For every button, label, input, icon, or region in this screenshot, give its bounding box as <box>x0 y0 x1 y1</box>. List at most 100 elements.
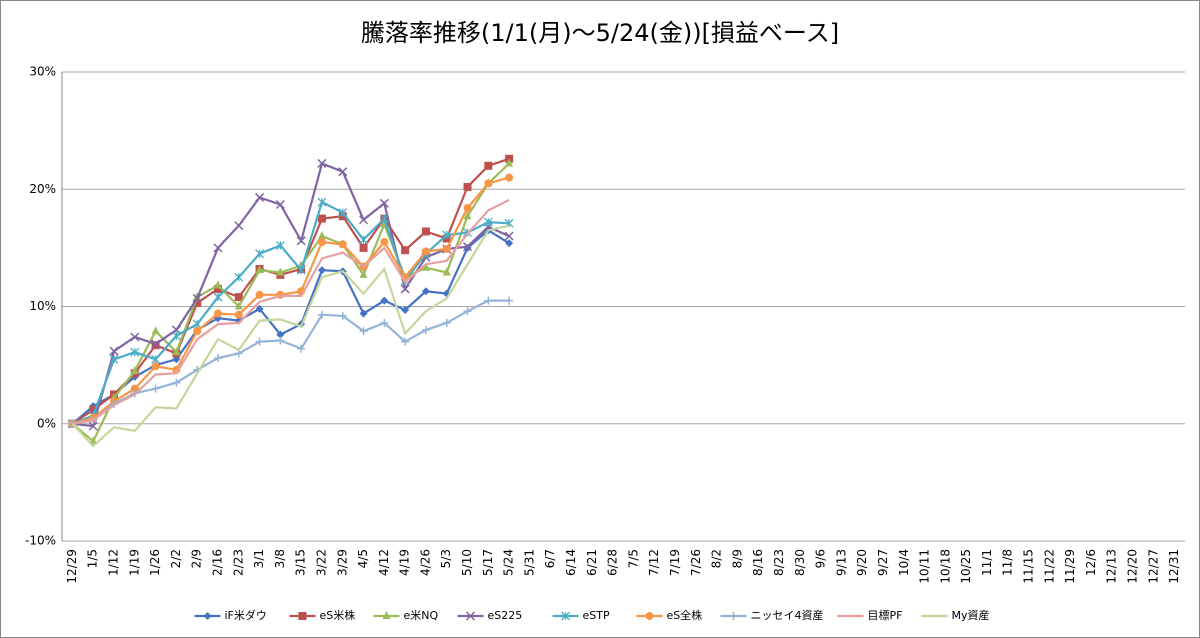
marker <box>359 215 369 225</box>
marker <box>421 247 430 256</box>
legend-label: ニッセイ4資産 <box>751 609 824 622</box>
marker <box>203 612 212 620</box>
series-line <box>72 299 510 425</box>
x-tick-label: 3/1 <box>252 549 266 568</box>
marker <box>151 341 160 350</box>
marker <box>463 182 472 191</box>
x-tick-label: 7/19 <box>668 549 682 576</box>
marker <box>645 612 654 620</box>
x-tick-label: 8/9 <box>730 549 744 568</box>
marker <box>338 208 348 218</box>
x-tick-label: 2/23 <box>231 549 245 576</box>
marker <box>151 354 161 364</box>
marker <box>505 158 514 167</box>
marker <box>462 242 473 252</box>
marker <box>421 325 430 334</box>
marker <box>442 318 451 327</box>
x-tick-label: 8/30 <box>793 549 807 576</box>
marker <box>151 326 160 335</box>
x-tick-label: 10/4 <box>897 549 911 576</box>
marker <box>255 192 265 202</box>
marker <box>317 214 326 223</box>
legend-label: eS225 <box>488 609 523 622</box>
marker <box>729 612 738 620</box>
x-tick-label: 6/21 <box>585 549 599 576</box>
marker <box>463 211 472 220</box>
x-tick-label: 8/16 <box>751 549 765 576</box>
chart-title: 騰落率推移(1/1(月)～5/24(金))[損益ベース] <box>361 19 839 47</box>
marker <box>338 240 347 249</box>
marker <box>561 611 570 621</box>
marker <box>359 243 368 252</box>
x-tick-label: 10/11 <box>918 549 932 584</box>
x-tick-label: 3/15 <box>294 549 308 576</box>
marker <box>317 231 326 240</box>
marker <box>401 337 410 346</box>
x-tick-label: 12/31 <box>1167 549 1181 584</box>
marker <box>213 280 222 289</box>
marker <box>193 327 202 336</box>
x-tick-label: 1/5 <box>86 549 100 568</box>
x-tick-label: 7/12 <box>647 549 661 576</box>
marker <box>421 262 430 271</box>
x-tick-label: 1/12 <box>106 549 120 576</box>
marker <box>192 293 202 303</box>
x-tick-label: 12/13 <box>1105 549 1119 584</box>
x-tick-label: 3/29 <box>335 549 349 576</box>
marker <box>109 346 119 356</box>
x-tick-label: 1/26 <box>148 549 162 576</box>
x-tick-label: 1/19 <box>127 549 141 576</box>
series-line <box>71 228 510 425</box>
marker <box>213 354 222 363</box>
marker <box>234 293 243 302</box>
x-tick-label: 5/17 <box>481 549 495 576</box>
marker <box>465 611 476 621</box>
x-tick-label: 5/3 <box>439 549 453 568</box>
marker <box>504 231 514 241</box>
marker <box>380 296 389 305</box>
marker <box>276 330 285 339</box>
y-tick-label: 20% <box>29 182 56 196</box>
marker <box>255 265 264 274</box>
marker <box>296 236 306 246</box>
marker <box>130 332 140 342</box>
marker <box>484 296 493 305</box>
marker <box>276 336 285 345</box>
marker <box>463 204 472 213</box>
marker <box>109 354 119 364</box>
marker <box>484 179 493 188</box>
series-line <box>71 157 510 425</box>
marker <box>401 246 410 255</box>
marker <box>505 239 514 248</box>
x-tick-label: 6/14 <box>564 549 578 576</box>
marker <box>359 327 368 336</box>
series-line <box>72 176 510 425</box>
series-line <box>71 224 510 448</box>
x-tick-label: 8/23 <box>772 549 786 576</box>
marker <box>213 309 222 318</box>
marker <box>276 267 285 276</box>
marker <box>234 301 243 310</box>
marker <box>275 241 285 250</box>
marker <box>213 243 223 253</box>
marker <box>338 311 347 320</box>
marker <box>317 197 327 207</box>
marker <box>484 161 493 170</box>
x-tick-label: 4/26 <box>418 549 432 576</box>
x-tick-label: 3/8 <box>273 549 287 568</box>
series-line <box>72 162 510 428</box>
marker <box>382 611 391 619</box>
marker <box>463 307 472 316</box>
series-line <box>71 162 510 444</box>
marker <box>89 405 98 414</box>
marker <box>400 284 410 294</box>
x-tick-label: 6/7 <box>543 549 557 568</box>
x-tick-label: 10/25 <box>959 549 973 584</box>
marker <box>234 272 244 282</box>
legend-label: eSTP <box>583 609 610 622</box>
y-tick-label: 10% <box>29 299 56 313</box>
marker <box>171 331 181 341</box>
x-tick-label: 10/18 <box>938 549 952 584</box>
